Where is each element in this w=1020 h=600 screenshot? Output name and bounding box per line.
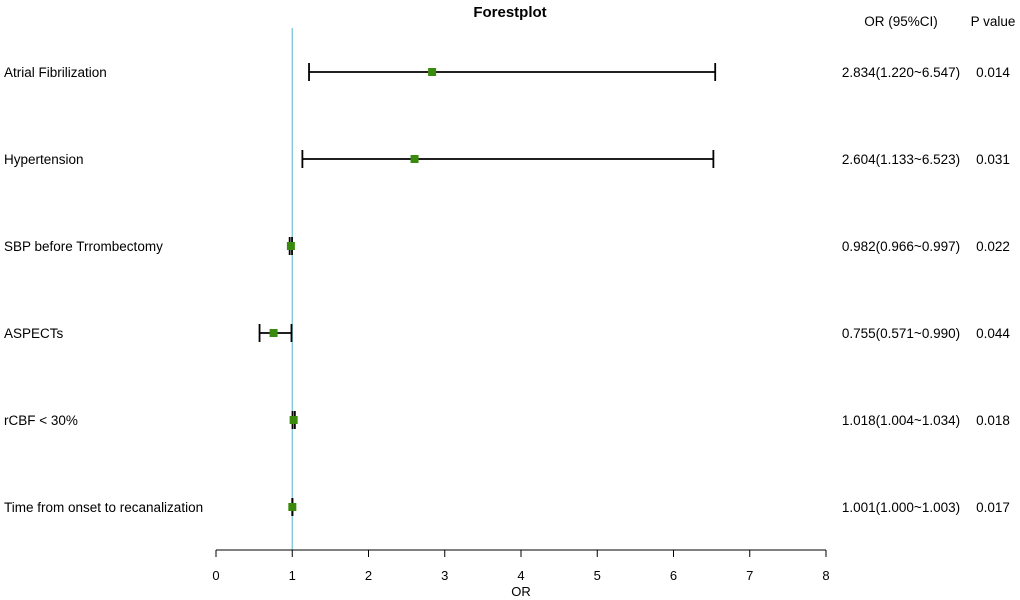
p-value: 0.031 [976, 152, 1010, 167]
or-ci-value: 2.834(1.220~6.547) [842, 65, 960, 80]
x-tick-label: 7 [746, 568, 753, 583]
p-value: 0.044 [976, 326, 1010, 341]
x-tick-label: 6 [670, 568, 677, 583]
p-value-column-header: P value [971, 14, 1016, 29]
x-tick-label: 2 [365, 568, 372, 583]
x-axis-label: OR [511, 584, 531, 599]
forest-row: Hypertension 2.604(1.133~6.523) 0.031 [4, 150, 1010, 168]
x-tick-label: 5 [594, 568, 601, 583]
or-ci-value: 0.982(0.966~0.997) [842, 239, 960, 254]
x-tick-label: 1 [289, 568, 296, 583]
or-ci-value: 1.001(1.000~1.003) [842, 500, 960, 515]
or-point-marker [410, 155, 419, 163]
p-value: 0.022 [976, 239, 1010, 254]
x-tick-label: 3 [441, 568, 448, 583]
or-ci-value: 1.018(1.004~1.034) [842, 413, 960, 428]
forest-row: Time from onset to recanalization 1.001(1… [4, 498, 1010, 516]
forest-row: ASPECTs 0.755(0.571~0.990) 0.044 [4, 324, 1010, 342]
row-label: ASPECTs [4, 326, 64, 341]
or-ci-value: 2.604(1.133~6.523) [842, 152, 960, 167]
or-point-marker [269, 329, 278, 337]
p-value: 0.017 [976, 500, 1010, 515]
p-value: 0.014 [976, 65, 1010, 80]
row-label: rCBF < 30% [4, 413, 78, 428]
x-tick-label: 8 [822, 568, 829, 583]
p-value: 0.018 [976, 413, 1010, 428]
row-label: Time from onset to recanalization [4, 500, 203, 515]
x-tick-label: 0 [212, 568, 219, 583]
x-axis: 0 1 2 3 4 5 6 7 8 [212, 549, 830, 583]
chart-title: Forestplot [473, 4, 546, 21]
plot-area: Atrial Fibrilization 2.834(1.220~6.547) 0.… [4, 28, 1010, 550]
forest-row: rCBF < 30% 1.018(1.004~1.034) 0.018 [4, 411, 1010, 429]
or-point-marker [289, 416, 298, 424]
row-label: Atrial Fibrilization [4, 65, 107, 80]
row-label: SBP before Trrombectomy [4, 239, 163, 254]
or-ci-value: 0.755(0.571~0.990) [842, 326, 960, 341]
or-column-header: OR (95%CI) [864, 14, 938, 29]
forest-row: Atrial Fibrilization 2.834(1.220~6.547) 0.… [4, 63, 1010, 81]
or-point-marker [286, 242, 295, 250]
or-point-marker [288, 503, 297, 511]
x-tick-label: 4 [517, 568, 524, 583]
row-label: Hypertension [4, 152, 84, 167]
or-point-marker [428, 68, 437, 76]
forest-row: SBP before Trrombectomy 0.982(0.966~0.997… [4, 237, 1010, 255]
